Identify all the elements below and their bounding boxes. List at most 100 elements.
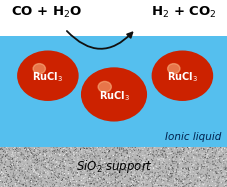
Point [210,180,213,183]
Point [142,180,146,183]
Point [136,163,139,166]
Point [51,171,54,174]
Point [16,148,20,151]
Point [159,180,162,183]
Point [222,166,225,169]
Point [79,170,82,173]
Point [1,171,4,174]
Point [180,148,183,151]
Point [93,159,96,162]
Point [218,184,222,187]
Point [18,148,22,151]
Point [34,149,38,152]
Point [11,156,15,159]
Point [77,184,81,187]
Point [196,162,199,165]
Point [124,151,128,154]
Circle shape [152,51,211,100]
Point [5,153,9,156]
Point [49,159,53,162]
Point [80,169,84,172]
Point [97,156,101,159]
Point [0,171,2,174]
Point [209,174,213,177]
Point [87,159,90,162]
Point [113,184,116,187]
Point [141,183,145,186]
Point [153,171,156,174]
Point [9,178,13,181]
Point [133,146,136,149]
Point [207,157,210,160]
Point [173,159,176,162]
Point [155,157,159,160]
Point [214,171,217,174]
Point [12,170,15,173]
Point [113,186,117,187]
Point [194,161,198,164]
Point [190,166,193,169]
Point [214,172,217,175]
Point [9,166,12,169]
Point [31,164,35,167]
Point [38,153,42,156]
Point [182,148,185,151]
Point [180,170,184,173]
Point [196,155,200,158]
Point [184,172,188,175]
Point [186,177,190,180]
Point [21,154,25,157]
Point [61,151,65,154]
Point [125,149,128,152]
Point [163,157,167,160]
Point [136,166,140,169]
Point [174,155,178,158]
Point [116,182,120,185]
Point [52,178,56,181]
Point [75,164,78,167]
Point [218,152,222,155]
Point [208,163,211,166]
Point [125,160,129,163]
Point [218,158,222,161]
Point [15,179,18,182]
Point [75,174,79,177]
Point [0,160,3,163]
Point [202,166,205,169]
Point [207,155,211,158]
Point [179,161,183,164]
Point [164,163,168,166]
Point [24,169,27,172]
Point [224,151,227,154]
Point [62,155,66,158]
Point [195,147,198,150]
Point [145,149,149,152]
Point [2,153,5,156]
Point [80,153,84,156]
Point [2,159,5,162]
Point [19,146,22,149]
Circle shape [84,70,141,117]
Point [35,160,38,163]
Point [94,155,97,158]
Point [95,178,99,181]
Point [67,181,70,184]
Point [69,151,72,154]
Point [5,179,8,182]
Point [52,155,55,158]
Point [90,176,94,179]
Point [26,146,30,149]
Point [101,153,104,156]
Point [63,152,67,155]
Point [171,170,175,173]
Point [24,167,27,170]
Point [212,162,216,165]
Point [13,177,16,180]
Point [204,174,207,177]
Point [120,161,124,164]
Point [3,168,7,171]
Point [16,150,19,153]
Point [47,174,51,177]
Point [44,148,47,151]
Point [154,176,158,179]
